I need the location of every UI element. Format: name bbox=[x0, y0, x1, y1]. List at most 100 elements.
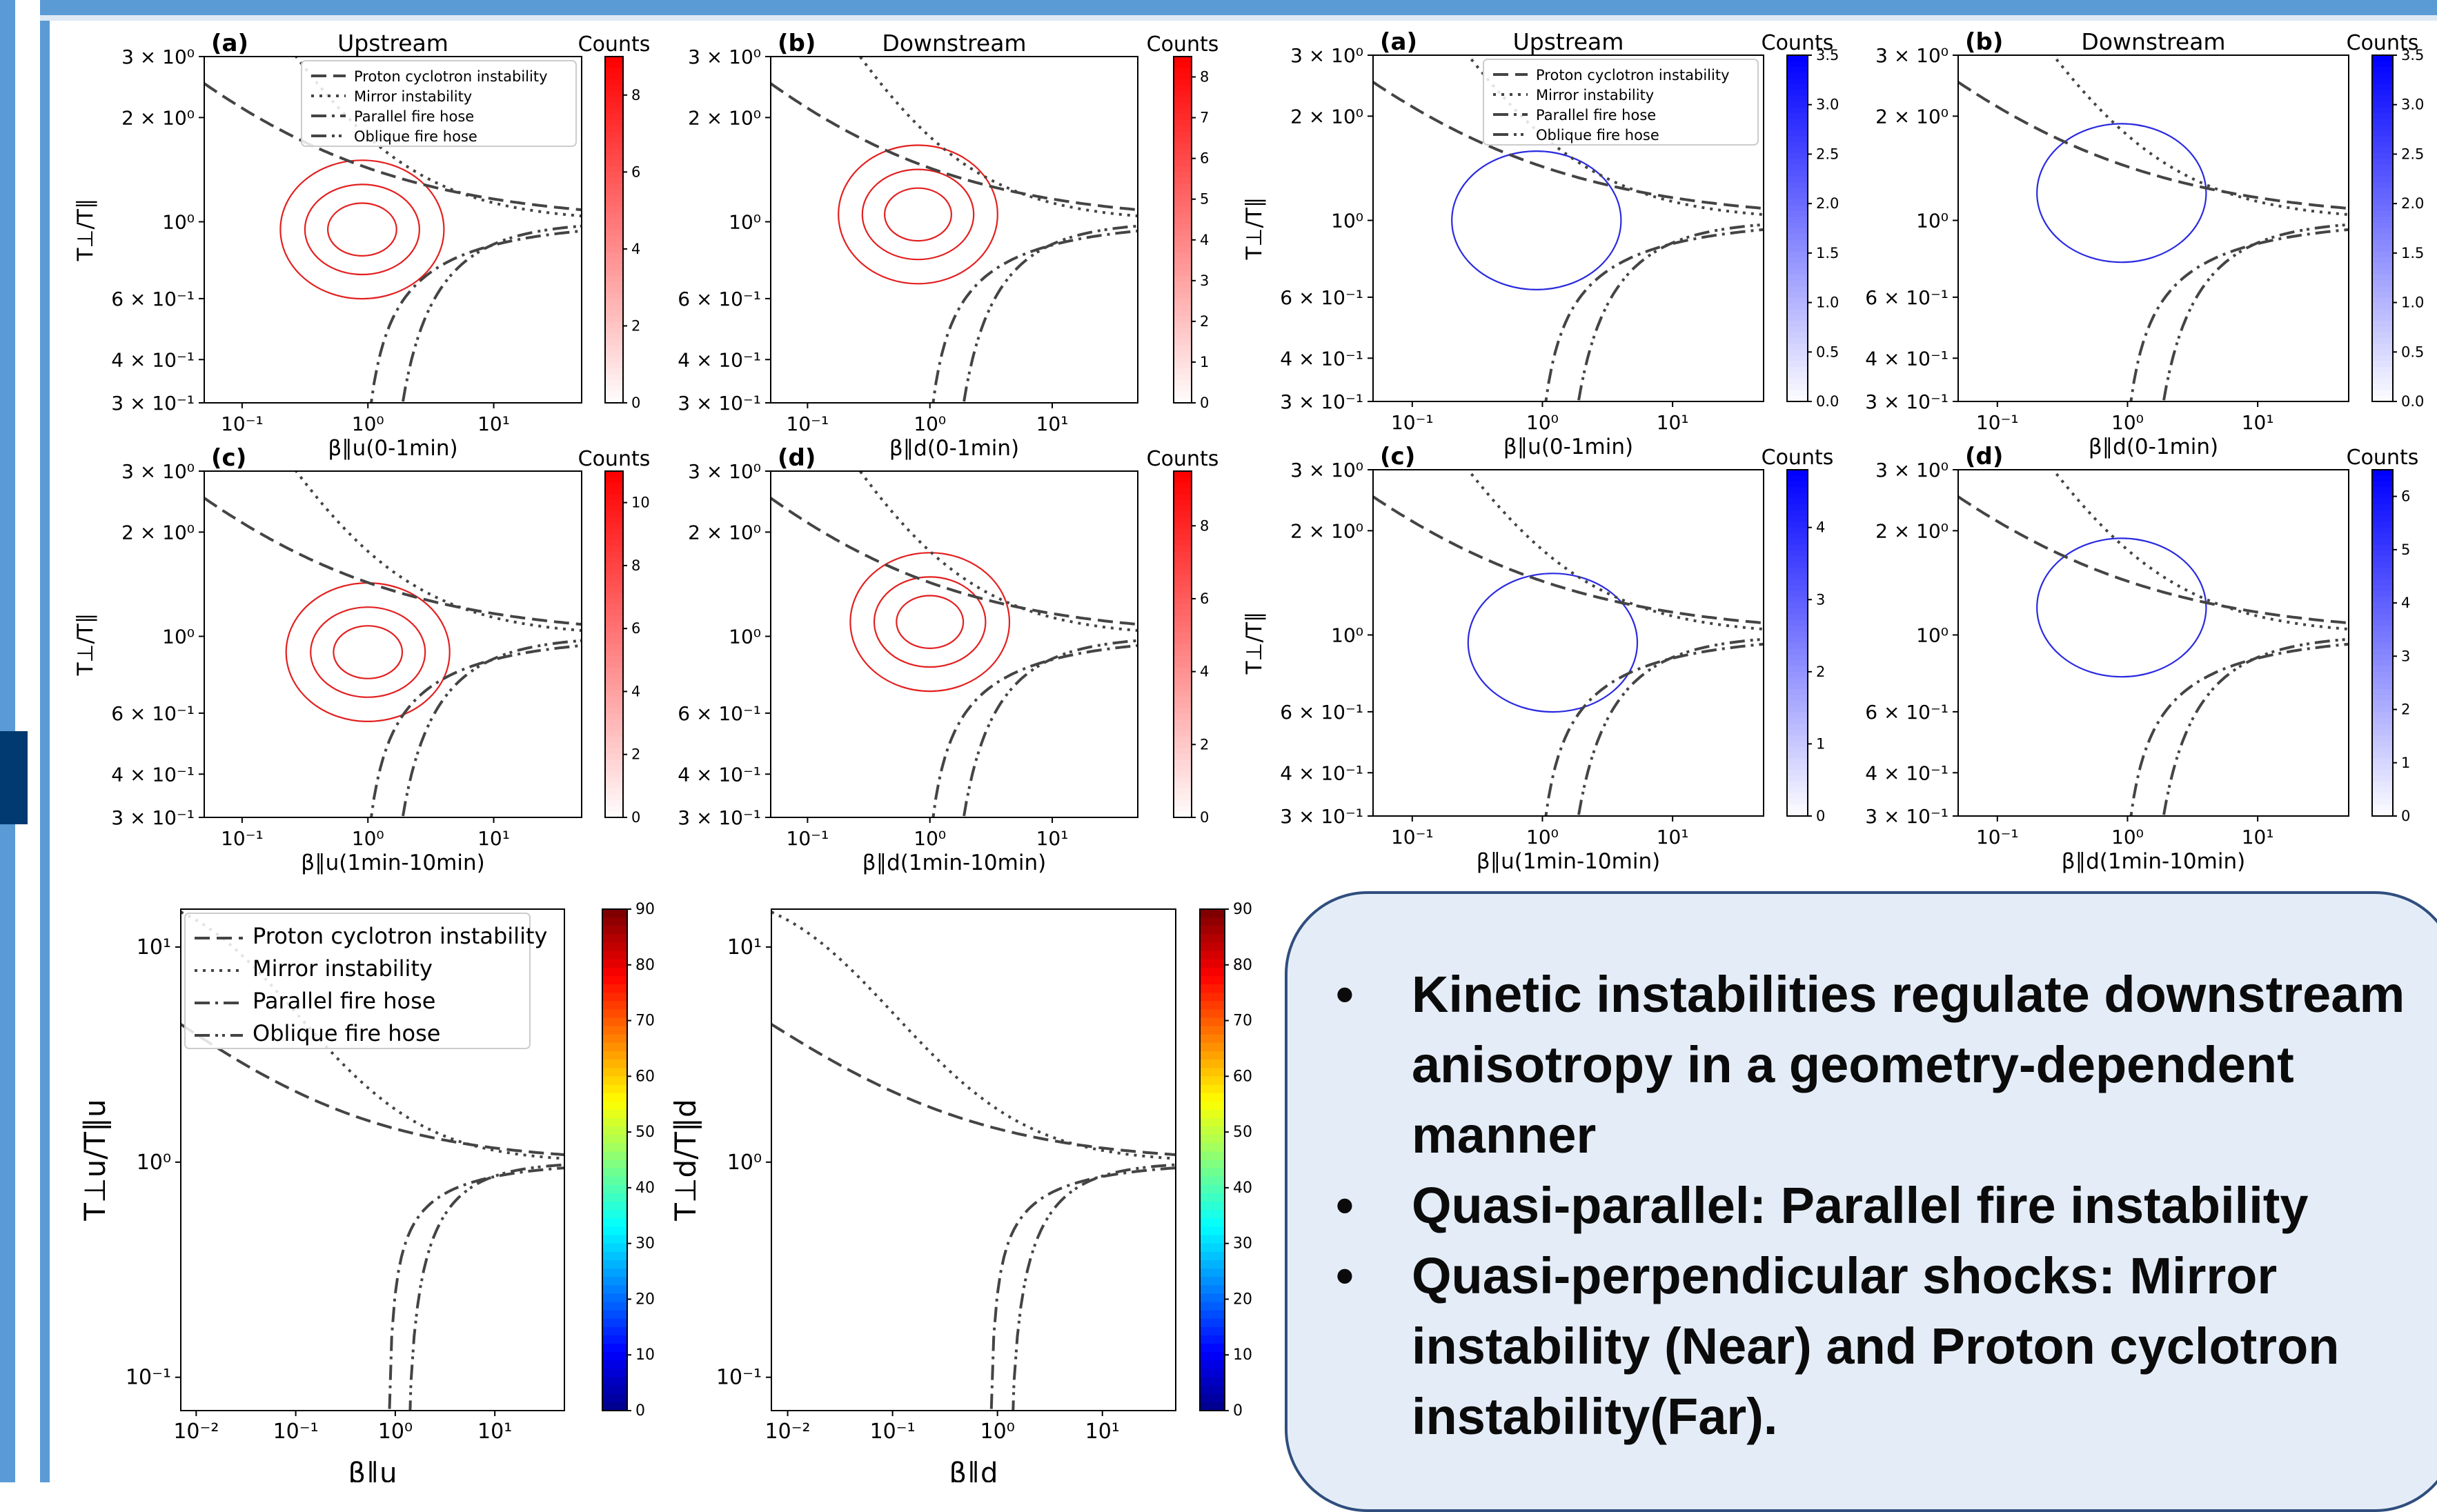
colorbar-step bbox=[2372, 309, 2393, 316]
colorbar-step bbox=[1174, 201, 1192, 208]
colorbar-tick-label: 3 bbox=[1200, 272, 1209, 289]
colorbar-tick-label: 6 bbox=[2401, 488, 2410, 505]
chart-blue-c: 3 × 10⁰ 2 × 10⁰ 10⁰ 6 × 10⁻¹ 4 × 10⁻¹ 3 × 10⁻… bbox=[1242, 443, 1833, 874]
colorbar-step bbox=[605, 74, 623, 81]
colorbar-step bbox=[1787, 378, 1808, 385]
colorbar-step bbox=[1174, 592, 1192, 599]
colorbar-step bbox=[1174, 241, 1192, 248]
x-tick-label: 10⁰ bbox=[352, 412, 384, 435]
y-tick-label: 2 × 10⁰ bbox=[121, 106, 195, 129]
colorbar: 0 10 20 30 40 50 60 70 80 90 bbox=[602, 901, 655, 1420]
summary-bullet: • Quasi-parallel: Parallel fire instabili… bbox=[1336, 1171, 2414, 1241]
colorbar-step bbox=[2372, 695, 2393, 702]
colorbar-step bbox=[605, 621, 623, 628]
colorbar-step bbox=[1200, 1143, 1225, 1153]
colorbar-step bbox=[605, 218, 623, 225]
panel-title: Downstream bbox=[2081, 28, 2225, 55]
colorbar-tick-label: 0.0 bbox=[1816, 393, 1839, 410]
colorbar-step bbox=[1174, 299, 1192, 306]
colorbar-step bbox=[605, 725, 623, 732]
colorbar-tick-label: 5 bbox=[2401, 541, 2410, 558]
colorbar-step bbox=[2372, 303, 2393, 310]
colorbar-step bbox=[1787, 695, 1808, 702]
instability-curves bbox=[204, 471, 582, 817]
y-tick-label: 10⁰ bbox=[729, 626, 761, 648]
panel-title: Upstream bbox=[337, 30, 448, 57]
colorbar-step bbox=[1174, 725, 1192, 732]
x-axis-label: β∥d(1min-10min) bbox=[2062, 849, 2245, 874]
colorbar-step bbox=[1174, 667, 1192, 674]
colorbar-step bbox=[2372, 280, 2393, 287]
colorbar-step bbox=[1200, 1160, 1225, 1169]
y-axis-label: T⊥/T∥ bbox=[73, 199, 98, 262]
colorbar-step bbox=[602, 1260, 627, 1269]
instability-curves bbox=[181, 911, 564, 1411]
y-tick-label: 10⁰ bbox=[137, 1151, 171, 1175]
colorbar-step bbox=[1787, 793, 1808, 799]
colorbar-step bbox=[1787, 384, 1808, 391]
colorbar-step bbox=[605, 471, 623, 478]
colorbar-step bbox=[2372, 112, 2393, 119]
x-axis-label: β∥d bbox=[949, 1458, 998, 1482]
colorbar-title: Counts bbox=[1147, 447, 1219, 471]
colorbar-step bbox=[2372, 758, 2393, 765]
colorbar-tick-label: 70 bbox=[635, 1013, 655, 1030]
colorbar-step bbox=[1787, 602, 1808, 609]
colorbar-step bbox=[1787, 770, 1808, 777]
colorbar-step bbox=[1174, 563, 1192, 570]
colorbar-step bbox=[2372, 798, 2393, 806]
colorbar-step bbox=[1174, 148, 1192, 156]
colorbar-step bbox=[2372, 315, 2393, 321]
colorbar-step bbox=[605, 563, 623, 570]
colorbar-step bbox=[1174, 535, 1192, 541]
colorbar-step bbox=[605, 506, 623, 513]
colorbar-step bbox=[1174, 143, 1192, 150]
colorbar: 0 1 2 3 4 5 6 Counts bbox=[2347, 446, 2419, 824]
colorbar-step bbox=[1787, 556, 1808, 563]
colorbar-step bbox=[605, 281, 623, 288]
colorbar-step bbox=[1787, 205, 1808, 212]
colorbar: 0 1 2 3 4 5 6 7 8 Counts bbox=[1147, 32, 1219, 411]
panel-label: (c) bbox=[211, 444, 246, 472]
colorbar-step bbox=[605, 379, 623, 386]
colorbar-step bbox=[605, 223, 623, 230]
colorbar-step bbox=[2372, 130, 2393, 137]
panel-label: (d) bbox=[778, 444, 816, 472]
x-tick-label: 10⁰ bbox=[914, 412, 946, 435]
colorbar-step bbox=[1787, 671, 1808, 678]
colorbar-step bbox=[1174, 765, 1192, 772]
colorbar-tick-label: 40 bbox=[635, 1180, 655, 1197]
colorbar-step bbox=[2372, 648, 2393, 655]
colorbar-tick-label: 0 bbox=[631, 395, 640, 411]
colorbar-step bbox=[1174, 506, 1192, 513]
y-tick-label: 6 × 10⁻¹ bbox=[1280, 286, 1363, 309]
colorbar-step bbox=[605, 293, 623, 300]
y-tick-label: 4 × 10⁻¹ bbox=[1280, 347, 1363, 370]
colorbar-step bbox=[1787, 147, 1808, 155]
colorbar-step bbox=[2372, 101, 2393, 108]
chart-red-b: 3 × 10⁰ 2 × 10⁰ 10⁰ 6 × 10⁻¹ 4 × 10⁻¹ 3 × 10⁻… bbox=[678, 30, 1219, 461]
legend-box bbox=[1483, 59, 1759, 146]
colorbar-step bbox=[2372, 257, 2393, 263]
colorbar-step bbox=[605, 517, 623, 524]
colorbar-step bbox=[1200, 1243, 1225, 1253]
colorbar-step bbox=[1174, 310, 1192, 317]
colorbar-step bbox=[602, 1293, 627, 1303]
colorbar-step bbox=[2372, 193, 2393, 200]
colorbar-step bbox=[1174, 471, 1192, 478]
colorbar-step bbox=[602, 1135, 627, 1144]
colorbar-step bbox=[1174, 177, 1192, 184]
colorbar-step bbox=[1787, 193, 1808, 200]
x-tick-label: 10¹ bbox=[1657, 411, 1689, 434]
colorbar-step bbox=[2372, 263, 2393, 270]
panel-label: (c) bbox=[1380, 443, 1415, 470]
colorbar-title: Counts bbox=[1147, 32, 1219, 57]
colorbar-step bbox=[2372, 72, 2393, 79]
colorbar-step bbox=[1787, 170, 1808, 177]
colorbar-step bbox=[1174, 708, 1192, 715]
colorbar-step bbox=[605, 350, 623, 357]
colorbar-step bbox=[2372, 775, 2393, 782]
panel-label: (d) bbox=[1965, 443, 2003, 470]
chart-red-a: 3 × 10⁰ 2 × 10⁰ 10⁰ 6 × 10⁻¹ 4 × 10⁻¹ 3 × 10⁻… bbox=[73, 30, 650, 461]
